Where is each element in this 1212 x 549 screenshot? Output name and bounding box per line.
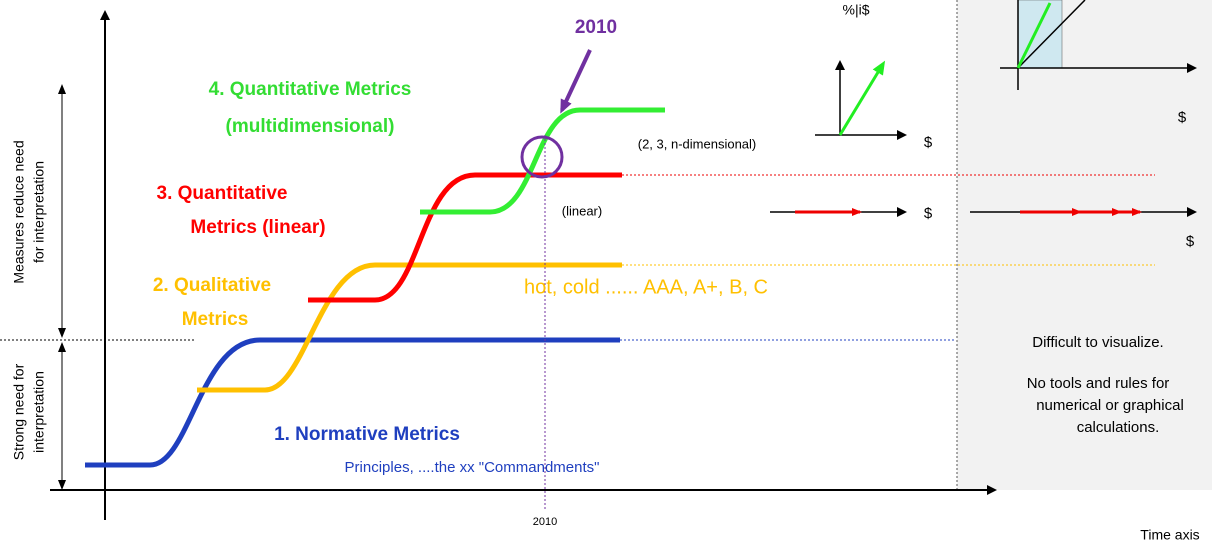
note: Principles, ....the xx "Commandments" [345,459,600,476]
stage-title: 4. Quantitative Metrics [209,79,412,100]
axis-label: $ [924,205,933,222]
side-label: Measures reduce need [11,140,27,283]
stage-title: 2. Qualitative [153,275,271,296]
note: (2, 3, n-dimensional) [638,136,757,151]
stage-title: Metrics (linear) [190,217,325,238]
stage-title: 1. Normative Metrics [274,424,460,445]
year-top: 2010 [575,17,617,38]
side-label: Strong need for [11,363,27,460]
side-label: interpretation [31,371,47,453]
stage-title: (multidimensional) [226,116,395,137]
axis-label: $ [1186,233,1195,250]
note: hot, cold ...... AAA, A+, B, C [524,276,768,298]
stage-title: 3. Quantitative [157,183,288,204]
axis-label: %|i$ [843,2,870,18]
note: No tools and rules for [1027,375,1170,392]
axis-title: Time axis [1140,527,1199,543]
note: calculations. [1077,419,1160,436]
shapes [0,0,1212,520]
note: (linear) [562,203,602,218]
side-label: for interpretation [31,161,47,263]
x-label: 2010 [533,516,557,528]
axis-label: $ [1178,109,1187,126]
note: numerical or graphical [1036,397,1184,414]
note: Difficult to visualize. [1032,334,1163,351]
axis-label: $ [924,134,933,151]
stage-title: Metrics [182,309,249,330]
